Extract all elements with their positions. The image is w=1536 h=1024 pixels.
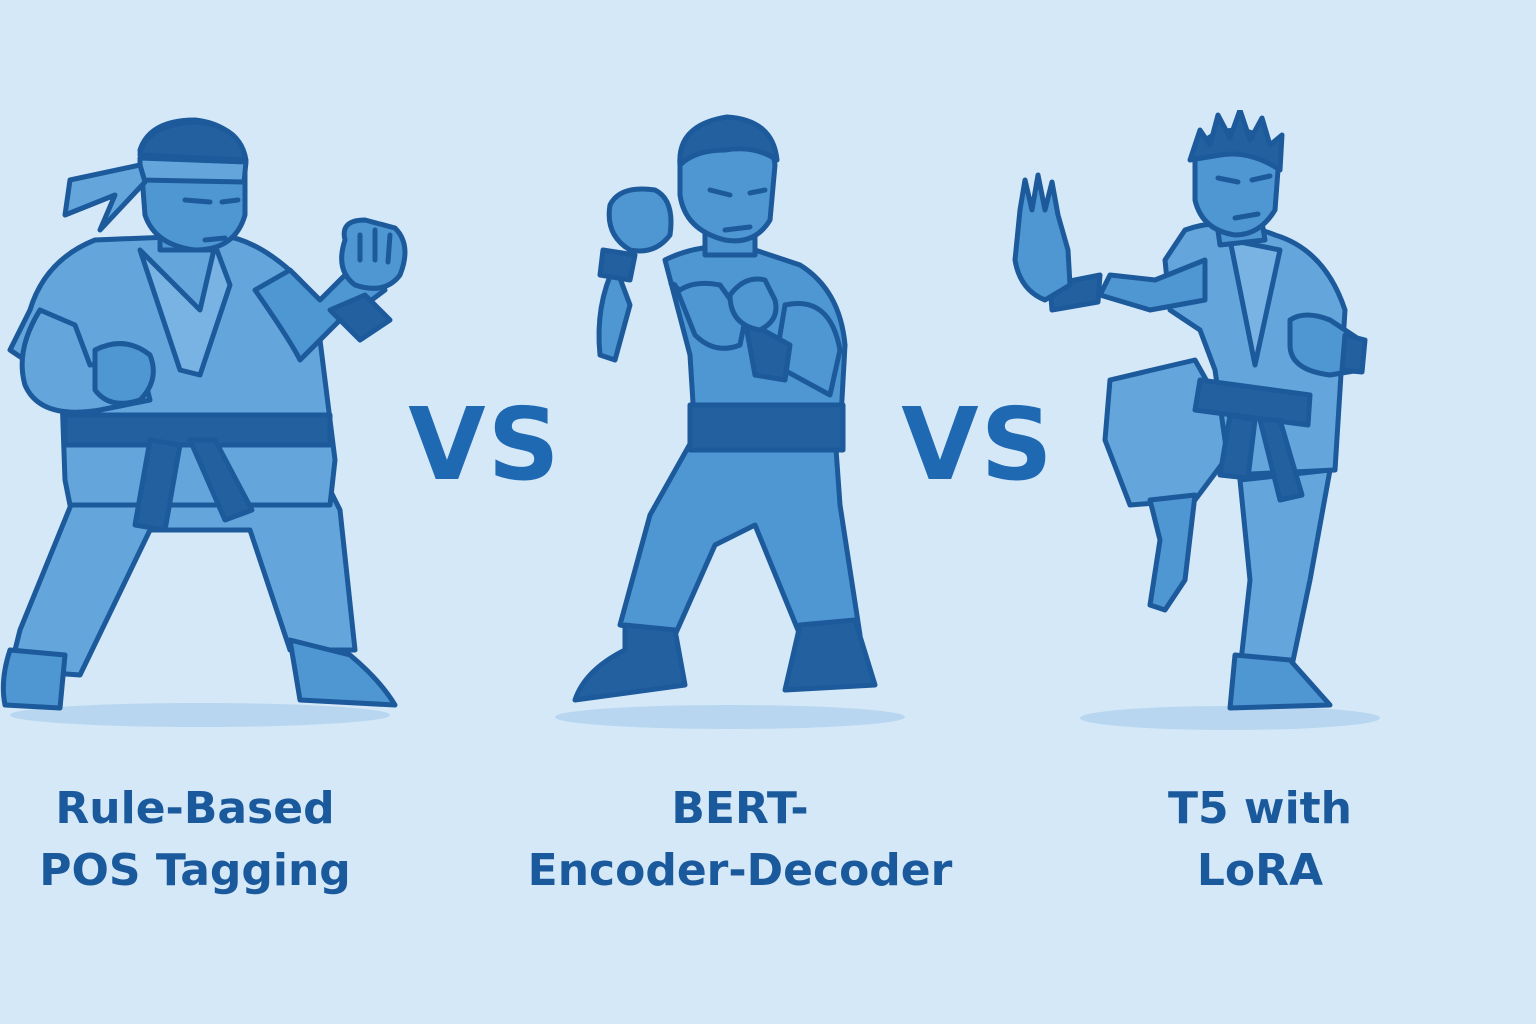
label-line-2: LoRA bbox=[1196, 845, 1324, 896]
label-bert: BERT- Encoder-Decoder bbox=[505, 778, 975, 902]
vs-label-2: VS bbox=[901, 386, 1055, 503]
label-line-1: BERT- bbox=[671, 783, 809, 834]
label-line-2: Encoder-Decoder bbox=[527, 845, 953, 896]
label-line-1: T5 with bbox=[1167, 783, 1353, 834]
label-line-1: Rule-Based bbox=[55, 783, 335, 834]
fighter-bert bbox=[555, 114, 905, 729]
vs-label-1: VS bbox=[408, 386, 562, 503]
label-line-2: POS Tagging bbox=[39, 845, 351, 896]
fighter-t5-lora bbox=[1012, 110, 1380, 730]
label-t5-lora: T5 with LoRA bbox=[1120, 778, 1400, 902]
label-rule-based: Rule-Based POS Tagging bbox=[20, 778, 370, 902]
fighter-rule-based bbox=[0, 117, 408, 727]
